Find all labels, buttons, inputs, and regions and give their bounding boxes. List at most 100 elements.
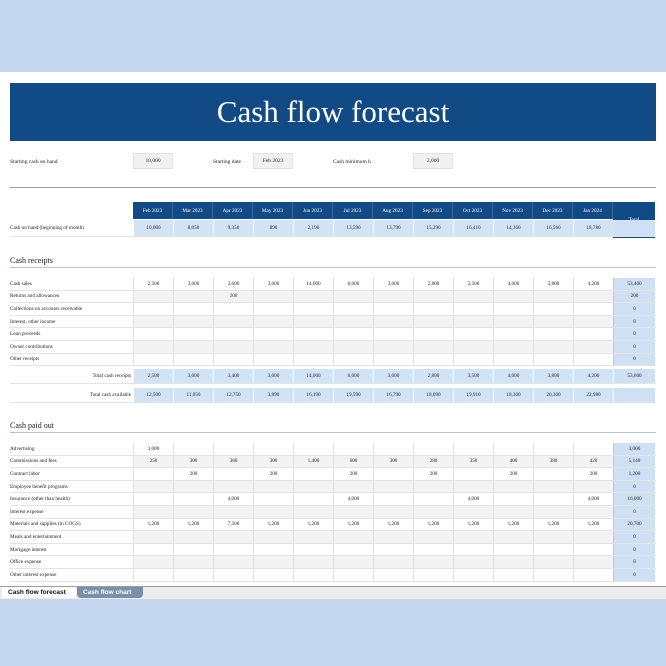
table-cell[interactable]: 1,200 <box>293 518 333 531</box>
table-cell[interactable] <box>573 340 613 353</box>
table-cell[interactable] <box>413 340 453 353</box>
table-cell[interactable]: 1,200 <box>173 518 213 531</box>
table-cell[interactable] <box>533 556 573 568</box>
table-cell[interactable]: 14,000 <box>293 278 333 290</box>
table-cell[interactable] <box>453 315 493 328</box>
table-cell[interactable] <box>413 290 453 303</box>
table-cell[interactable] <box>133 493 173 505</box>
table-cell[interactable] <box>293 290 333 303</box>
table-cell[interactable] <box>333 290 373 303</box>
table-cell[interactable] <box>413 531 453 543</box>
table-cell[interactable] <box>173 315 213 328</box>
table-cell[interactable]: 3,500 <box>453 278 493 290</box>
table-cell[interactable] <box>373 556 413 568</box>
table-cell[interactable] <box>573 290 613 303</box>
table-cell[interactable] <box>573 543 613 556</box>
total-cell[interactable]: 1,200 <box>613 468 655 480</box>
table-cell[interactable]: 360 <box>213 455 253 468</box>
table-cell[interactable] <box>253 556 293 568</box>
table-cell[interactable]: 380 <box>533 455 573 468</box>
table-cell[interactable] <box>333 568 373 581</box>
total-cell[interactable]: 0 <box>613 340 655 353</box>
table-cell[interactable] <box>373 505 413 518</box>
table-cell[interactable] <box>413 303 453 315</box>
table-cell[interactable] <box>333 531 373 543</box>
table-cell[interactable]: 1,200 <box>533 518 573 531</box>
table-cell[interactable]: 3,000 <box>173 278 213 290</box>
tab-cash-flow-forecast[interactable]: Cash flow forecast <box>2 587 76 598</box>
table-cell[interactable] <box>213 543 253 556</box>
table-cell[interactable]: 200 <box>253 468 293 480</box>
table-cell[interactable]: 280 <box>413 455 453 468</box>
table-cell[interactable] <box>453 468 493 480</box>
table-cell[interactable] <box>573 568 613 581</box>
table-cell[interactable] <box>453 303 493 315</box>
table-cell[interactable]: 13,790 <box>373 220 413 236</box>
table-cell[interactable]: 10,000 <box>133 220 173 236</box>
table-cell[interactable]: 22,980 <box>573 388 613 402</box>
table-cell[interactable] <box>373 315 413 328</box>
table-cell[interactable] <box>373 480 413 493</box>
table-cell[interactable]: 3,000 <box>253 278 293 290</box>
table-cell[interactable]: 4,000 <box>213 493 253 505</box>
table-cell[interactable]: 4,200 <box>573 369 613 383</box>
table-cell[interactable] <box>213 303 253 315</box>
total-cell[interactable]: 53,600 <box>613 369 655 383</box>
table-cell[interactable] <box>253 543 293 556</box>
table-cell[interactable]: 3,800 <box>533 278 573 290</box>
table-cell[interactable] <box>333 328 373 340</box>
table-cell[interactable]: 16,190 <box>293 388 333 402</box>
table-cell[interactable]: 18,090 <box>413 388 453 402</box>
table-cell[interactable] <box>253 353 293 366</box>
table-cell[interactable] <box>133 468 173 480</box>
table-cell[interactable] <box>413 443 453 455</box>
table-cell[interactable] <box>373 468 413 480</box>
table-cell[interactable] <box>373 543 413 556</box>
table-cell[interactable]: 4,000 <box>493 278 533 290</box>
table-cell[interactable]: 3,000 <box>173 369 213 383</box>
total-cell[interactable]: 0 <box>613 315 655 328</box>
table-cell[interactable]: 200 <box>213 290 253 303</box>
table-cell[interactable] <box>533 315 573 328</box>
table-cell[interactable]: 16,560 <box>533 220 573 236</box>
table-cell[interactable] <box>373 290 413 303</box>
table-cell[interactable] <box>253 443 293 455</box>
table-cell[interactable] <box>173 290 213 303</box>
table-cell[interactable] <box>413 493 453 505</box>
table-cell[interactable] <box>453 340 493 353</box>
table-cell[interactable] <box>573 505 613 518</box>
table-cell[interactable] <box>333 443 373 455</box>
table-cell[interactable] <box>293 315 333 328</box>
table-cell[interactable] <box>133 480 173 493</box>
table-cell[interactable] <box>173 303 213 315</box>
table-cell[interactable] <box>413 315 453 328</box>
table-cell[interactable] <box>253 531 293 543</box>
table-cell[interactable]: 15,290 <box>413 220 453 236</box>
table-cell[interactable] <box>173 556 213 568</box>
table-cell[interactable]: 12,500 <box>133 388 173 402</box>
table-cell[interactable]: 200 <box>573 468 613 480</box>
table-cell[interactable]: 200 <box>413 468 453 480</box>
table-cell[interactable] <box>453 556 493 568</box>
table-cell[interactable] <box>413 505 453 518</box>
table-cell[interactable]: 6,000 <box>333 369 373 383</box>
table-cell[interactable] <box>333 556 373 568</box>
table-cell[interactable] <box>253 493 293 505</box>
table-cell[interactable] <box>493 505 533 518</box>
total-cell[interactable]: 0 <box>613 480 655 493</box>
table-cell[interactable]: 3,000 <box>253 369 293 383</box>
table-cell[interactable]: 20,360 <box>533 388 573 402</box>
table-cell[interactable] <box>173 340 213 353</box>
table-cell[interactable] <box>213 556 253 568</box>
table-cell[interactable] <box>213 315 253 328</box>
table-cell[interactable] <box>573 328 613 340</box>
total-cell[interactable]: 20,700 <box>613 518 655 531</box>
table-cell[interactable] <box>453 568 493 581</box>
table-cell[interactable]: 400 <box>493 455 533 468</box>
table-cell[interactable]: 14,360 <box>493 220 533 236</box>
table-cell[interactable] <box>133 340 173 353</box>
table-cell[interactable] <box>373 531 413 543</box>
table-cell[interactable]: 4,200 <box>573 278 613 290</box>
table-cell[interactable] <box>493 493 533 505</box>
table-cell[interactable]: 2,500 <box>133 278 173 290</box>
